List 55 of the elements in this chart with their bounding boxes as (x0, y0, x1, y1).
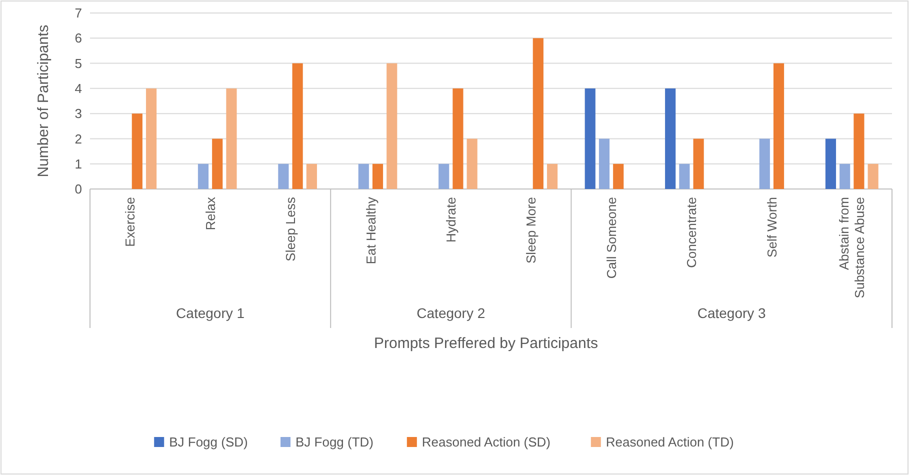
x-tick-label: Abstain from Substance Abuse (836, 197, 868, 298)
legend-label: Reasoned Action (SD) (422, 434, 551, 450)
bar (773, 63, 784, 189)
bar (386, 63, 398, 189)
bar (854, 114, 864, 189)
bar (665, 88, 676, 189)
x-tick-label: Relax (202, 196, 218, 230)
bar (452, 88, 464, 189)
y-tick-label: 6 (74, 30, 82, 46)
bar (613, 164, 624, 189)
bar (840, 164, 850, 189)
bar (212, 138, 223, 189)
y-tick-label: 2 (74, 131, 82, 146)
y-tick-label: 3 (74, 106, 82, 122)
bar (598, 138, 610, 189)
x-tick-label: Exercise (122, 197, 138, 247)
legend-label: Reasoned Action (TD) (606, 434, 734, 450)
bar (438, 164, 450, 189)
x-tick-label: Sleep More (524, 197, 539, 264)
x-tick-label: Self Worth (764, 197, 780, 258)
bar (372, 164, 384, 189)
bar (306, 164, 317, 189)
bar (278, 164, 289, 189)
bar (546, 164, 558, 189)
bar (693, 138, 704, 189)
bar (226, 88, 237, 189)
bar (146, 88, 157, 189)
text: Category 2 (416, 305, 486, 321)
bar (759, 138, 770, 189)
x-tick-label: Hydrate (443, 197, 458, 243)
bar (868, 164, 878, 189)
bar (825, 138, 836, 189)
bar (532, 38, 544, 189)
x-tick-label: Sleep Less (283, 196, 298, 262)
bar (292, 63, 303, 189)
bar (679, 164, 690, 189)
legend-label: BJ Fogg (SD) (169, 434, 248, 450)
bar (466, 138, 478, 189)
y-tick-label: 1 (74, 156, 82, 172)
y-tick-label: 5 (74, 56, 82, 71)
x-tick-label: Concentrate (684, 197, 700, 268)
y-tick-label: 7 (74, 6, 82, 21)
bar (584, 88, 596, 189)
bar (132, 114, 142, 189)
text: Category 3 (697, 305, 766, 321)
y-axis-title: Number of Participants (35, 24, 52, 178)
x-axis-title: Prompts Preffered by Participants (374, 335, 598, 352)
y-tick-label: 4 (74, 80, 82, 96)
y-tick-label: 0 (74, 182, 82, 197)
legend-label: BJ Fogg (TD) (296, 434, 374, 450)
x-tick-label: Call Someone (604, 197, 619, 279)
x-tick-label: Eat Healthy (363, 196, 378, 264)
bar (358, 164, 369, 189)
text: Category 1 (176, 305, 245, 321)
bar (198, 164, 209, 189)
